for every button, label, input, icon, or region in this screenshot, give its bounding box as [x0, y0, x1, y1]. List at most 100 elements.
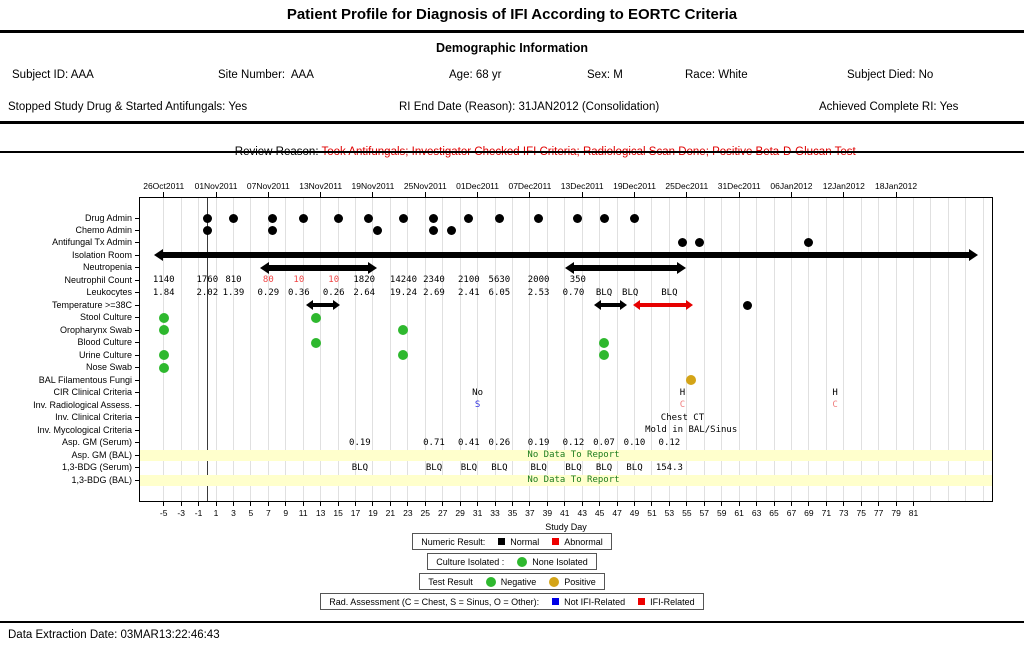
study-day-tick-label: 13: [315, 508, 326, 518]
value-annotation: 19.24: [389, 287, 418, 298]
value-annotation: C: [832, 400, 838, 411]
study-day-tick-label: 19: [368, 508, 378, 518]
legend-circle-swatch: [517, 556, 528, 567]
study-day-tick-label: 33: [490, 508, 500, 518]
study-day-tick-label: 73: [839, 508, 849, 518]
gridline: [355, 198, 357, 501]
value-annotation: 0.10: [623, 437, 646, 448]
study-day-tick: [651, 501, 653, 506]
study-day-tick: [860, 501, 862, 506]
gridline: [634, 198, 636, 501]
study-day-tick: [198, 501, 200, 506]
study-day-tick: [285, 501, 287, 506]
study-day-tick: [180, 501, 182, 506]
site-number: Site Number: AAA: [218, 69, 314, 81]
event-dot: [268, 225, 278, 235]
gridline: [163, 198, 165, 501]
study-start-reference-line: [206, 198, 208, 501]
study-day-tick: [459, 501, 461, 506]
negative-result-dot: [158, 362, 169, 373]
legend-entry: Normal: [498, 537, 539, 547]
legend-square-swatch: [552, 598, 560, 605]
date-axis-tick: [895, 192, 897, 198]
event-dot: [333, 213, 343, 223]
legend-title: Numeric Result:: [421, 536, 486, 547]
study-day-tick: [738, 501, 740, 506]
study-day-tick-label: 51: [647, 508, 657, 518]
stopped-drug-started-antifungals: Stopped Study Drug & Started Antifungals…: [8, 101, 248, 113]
event-dot: [268, 213, 278, 223]
value-annotation: 0.19: [349, 437, 371, 448]
date-axis-tick: [320, 192, 322, 198]
study-day-tick: [703, 501, 705, 506]
value-annotation: 2.02: [196, 287, 219, 298]
event-dot: [364, 213, 374, 223]
page-title: Patient Profile for Diagnosis of IFI Acc…: [286, 6, 738, 23]
gridline: [668, 198, 670, 501]
value-annotation: Chest CT: [660, 412, 705, 423]
row-label: Neutrophil Count: [64, 274, 132, 285]
study-day-tick: [494, 501, 496, 506]
study-day-tick-label: 1: [213, 508, 219, 518]
event-dot: [202, 225, 212, 235]
study-day-tick: [302, 501, 304, 506]
value-annotation: 80: [262, 275, 274, 286]
study-day-tick: [564, 501, 566, 506]
study-day-tick: [372, 501, 374, 506]
event-dot: [464, 213, 474, 223]
row-axis-tick: [135, 417, 139, 419]
interval-bar: [632, 300, 693, 311]
event-dot: [677, 238, 687, 248]
value-annotation: 2.69: [423, 287, 445, 298]
negative-result-dot: [311, 337, 322, 348]
study-day-tick: [843, 501, 845, 506]
row-label: Neutropenia: [82, 262, 132, 273]
value-annotation: 2.41: [458, 287, 480, 298]
study-day-tick: [215, 501, 217, 506]
study-day-tick: [389, 501, 391, 506]
study-day-tick: [546, 501, 548, 506]
legend-title: Test Result: [428, 576, 473, 587]
study-day-tick: [442, 501, 444, 506]
achieved-complete-ri: Achieved Complete RI: Yes: [819, 101, 959, 113]
row-label: 1,3-BDG (BAL): [71, 474, 132, 485]
value-annotation: 810: [225, 275, 242, 286]
study-day-tick-label: 25: [420, 508, 430, 518]
value-annotation: S: [474, 400, 481, 411]
study-day-tick-label: 75: [856, 508, 866, 518]
event-dot: [534, 213, 544, 223]
study-day-tick-label: 39: [542, 508, 553, 518]
row-axis-tick: [135, 254, 139, 256]
row-axis-tick: [135, 229, 139, 231]
date-axis-tick: [790, 192, 792, 198]
study-day-tick-label: 65: [769, 508, 779, 518]
study-day-tick: [407, 501, 409, 506]
gridline: [215, 198, 217, 501]
legend-entry: IFI-Related: [638, 597, 695, 607]
gridline: [895, 198, 897, 501]
date-axis-tick: [477, 192, 479, 198]
study-day-tick-label: 47: [612, 508, 622, 518]
gridline: [424, 198, 426, 501]
value-annotation: 2340: [423, 275, 445, 286]
date-axis-label: 26Oct2011: [143, 181, 185, 191]
row-label: Chemo Admin: [75, 224, 132, 235]
row-label: Blood Culture: [77, 337, 132, 348]
legend-title: Culture Isolated :: [436, 556, 505, 567]
gridline: [947, 198, 949, 501]
legend-box: Culture Isolated : None Isolated: [427, 553, 597, 570]
gridline: [511, 198, 513, 501]
study-day-tick: [250, 501, 252, 506]
legend-title: Rad. Assessment (C = Chest, S = Sinus, O…: [329, 596, 540, 607]
study-day-tick-label: 77: [873, 508, 884, 518]
study-day-tick-label: -1: [194, 508, 203, 518]
value-annotation: 0.29: [257, 287, 280, 298]
study-day-tick: [686, 501, 688, 506]
date-axis-tick: [686, 192, 688, 198]
legend-entry: Abnormal: [552, 537, 603, 547]
negative-result-dot: [311, 312, 322, 323]
value-annotation: 0.07: [593, 437, 615, 448]
date-axis-label: 25Dec2011: [665, 181, 709, 191]
legend-entry: None Isolated: [517, 556, 588, 567]
